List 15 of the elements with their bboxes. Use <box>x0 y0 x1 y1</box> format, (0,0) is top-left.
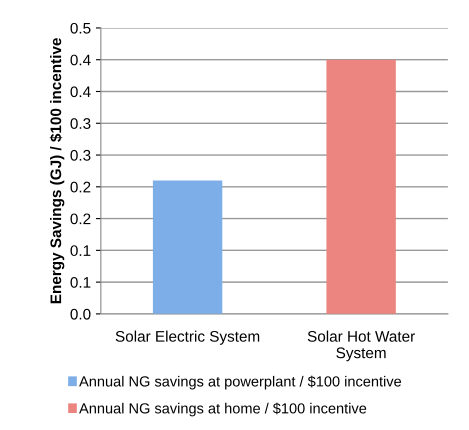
y-tick-label: 0.2 <box>70 182 90 192</box>
y-axis-title: Energy Savings (GJ) / $100 incentive <box>50 38 64 304</box>
x-tick-label: Solar Hot Water System <box>308 330 415 362</box>
x-tick-label: Solar Electric System <box>116 330 260 345</box>
y-tick-label: 0.3 <box>70 118 90 129</box>
y-tick-label: 0.0 <box>70 308 91 320</box>
y-tick-label: 0.2 <box>70 213 90 224</box>
legend-label: Annual NG savings at home / $100 incentive <box>79 402 366 416</box>
y-tick-label: 0.4 <box>70 54 91 66</box>
legend-label: Annual NG savings at powerplant / $100 incentive <box>79 376 402 390</box>
y-tick-label: 0.1 <box>70 245 90 256</box>
y-tick-label: 0.4 <box>70 86 91 98</box>
y-tick-label: 0.1 <box>70 276 90 288</box>
y-tick-label: 0.5 <box>70 22 90 34</box>
y-tick-label: 0.3 <box>70 150 90 161</box>
